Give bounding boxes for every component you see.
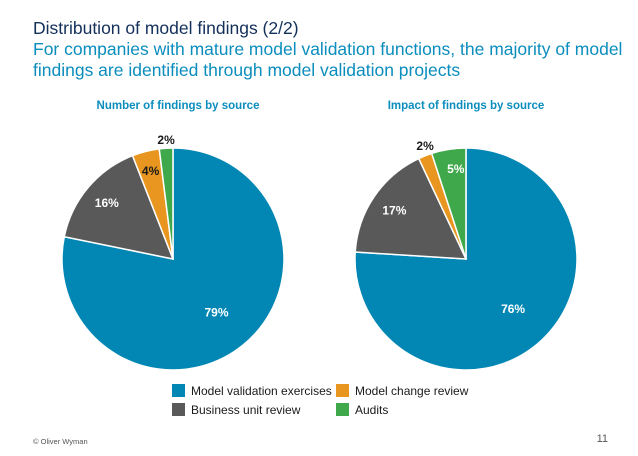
pie-1-label-model-validation-exercises: 79% [204,305,228,319]
pie-2-label-model-change-review: 2% [416,139,434,153]
pie-2-label-business-unit-review: 17% [382,203,406,217]
legend-swatch-audits [336,403,349,416]
legend-label-model-change: Model change review [355,384,469,398]
pie-2-slice-business-unit-review [354,157,468,260]
pie-2-label-model-validation-exercises: 76% [501,302,525,316]
pie-2-slice-audits [430,147,467,260]
chart-title-impact-of-findings: Impact of findings by source [387,100,545,112]
legend-label-audits: Audits [355,403,389,417]
pie-1-label-model-change-review: 4% [142,164,160,178]
pie-1-slice-audits [158,147,174,260]
chart-title-number-of-findings: Number of findings by source [96,100,260,112]
legend-swatch-business-unit [172,403,185,416]
page-subtitle: For companies with mature model validati… [33,39,623,80]
legend-item-model-validation: Model validation exercises [172,383,332,399]
copyright: © Oliver Wyman [33,437,88,446]
legend-item-business-unit: Business unit review [172,402,300,418]
page-number: 11 [596,433,608,445]
legend-swatch-model-change [336,384,349,397]
legend-item-model-change: Model change review [336,383,468,399]
legend-swatch-model-validation [172,384,185,397]
legend-label-business-unit: Business unit review [191,403,301,417]
pie-1-label-business-unit-review: 16% [95,196,119,210]
pie-1-label-audits: 2% [157,133,175,147]
pie-2-label-audits: 5% [447,162,465,176]
legend-label-model-validation: Model validation exercises [191,384,332,398]
pie-1-slice-business-unit-review [63,154,175,261]
legend-item-audits: Audits [336,402,388,418]
page-title: Distribution of model findings (2/2) [33,18,299,38]
